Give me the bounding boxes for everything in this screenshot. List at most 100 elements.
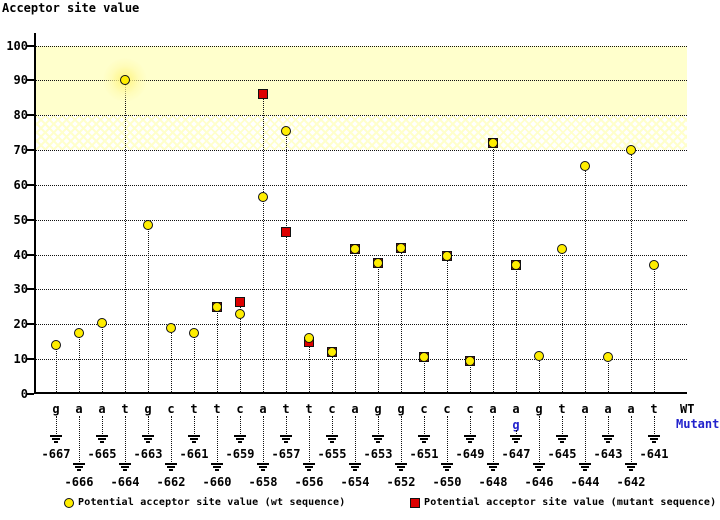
point-stem — [240, 302, 241, 394]
wt-point — [235, 309, 245, 319]
mutant-row-label: Mutant — [676, 417, 720, 431]
wt-point — [327, 347, 337, 357]
red-square-icon — [410, 498, 420, 508]
wt-point — [649, 260, 659, 270]
position-stem — [56, 416, 57, 434]
x-base-letter: c — [443, 402, 451, 416]
position-label: -644 — [570, 475, 600, 489]
x-base-letter: c — [236, 402, 244, 416]
x-base-letter: t — [282, 402, 290, 416]
y-gridline — [36, 220, 687, 221]
point-stem — [332, 352, 333, 394]
y-tick-label: 90 — [13, 73, 28, 87]
position-stem — [585, 416, 586, 462]
x-base-letter: t — [650, 402, 658, 416]
wt-point — [304, 333, 314, 343]
position-arrow-icon — [96, 435, 108, 444]
y-tick-label: 30 — [13, 282, 28, 296]
wt-point — [373, 258, 383, 268]
point-stem — [355, 249, 356, 394]
position-label: -643 — [593, 447, 623, 461]
y-tick-mark — [26, 288, 34, 290]
wt-point — [51, 340, 61, 350]
position-arrow-icon — [556, 435, 568, 444]
x-base-letter: t — [305, 402, 313, 416]
x-base-letter: a — [604, 402, 612, 416]
point-stem — [401, 248, 402, 394]
y-tick-mark — [26, 45, 34, 47]
legend: Potential acceptor site value (wt sequen… — [0, 494, 720, 514]
position-stem — [470, 416, 471, 434]
point-stem — [194, 333, 195, 394]
position-stem — [631, 416, 632, 462]
wt-point — [350, 244, 360, 254]
position-arrow-icon — [326, 435, 338, 444]
point-stem — [493, 143, 494, 394]
position-arrow-icon — [188, 435, 200, 444]
position-label: -649 — [455, 447, 485, 461]
position-arrow-icon — [395, 463, 407, 472]
position-stem — [171, 416, 172, 462]
position-arrow-icon — [211, 463, 223, 472]
point-stem — [654, 265, 655, 394]
y-gridline — [36, 185, 687, 186]
wt-point — [258, 192, 268, 202]
x-base-letter: a — [627, 402, 635, 416]
position-stem — [79, 416, 80, 462]
wt-point — [580, 161, 590, 171]
position-arrow-icon — [372, 435, 384, 444]
position-label: -658 — [248, 475, 278, 489]
point-stem — [171, 328, 172, 394]
y-tick-label: 80 — [13, 108, 28, 122]
wt-point — [120, 75, 130, 85]
x-base-letter: a — [98, 402, 106, 416]
point-stem — [102, 323, 103, 394]
x-base-letter: g — [52, 402, 60, 416]
position-label: -653 — [363, 447, 393, 461]
y-gridline — [36, 115, 687, 116]
position-stem — [608, 416, 609, 434]
position-label: -654 — [340, 475, 370, 489]
position-arrow-icon — [510, 435, 522, 444]
position-stem — [194, 416, 195, 434]
position-label: -662 — [156, 475, 186, 489]
mutant-point — [258, 89, 268, 99]
position-label: -652 — [386, 475, 416, 489]
position-label: -661 — [179, 447, 209, 461]
position-stem — [286, 416, 287, 434]
position-arrow-icon — [418, 435, 430, 444]
legend-wt-label: Potential acceptor site value (wt sequen… — [78, 497, 346, 508]
x-base-letter: t — [558, 402, 566, 416]
wt-point — [143, 220, 153, 230]
position-stem — [424, 416, 425, 434]
x-base-letter: a — [489, 402, 497, 416]
x-base-letter: c — [328, 402, 336, 416]
position-label: -655 — [317, 447, 347, 461]
position-arrow-icon — [648, 435, 660, 444]
wt-point — [511, 260, 521, 270]
position-label: -660 — [202, 475, 232, 489]
y-tick-mark — [26, 393, 34, 395]
position-arrow-icon — [280, 435, 292, 444]
position-label: -665 — [87, 447, 117, 461]
wt-point — [97, 318, 107, 328]
wt-point — [488, 138, 498, 148]
y-tick-mark — [26, 184, 34, 186]
y-tick-mark — [26, 149, 34, 151]
y-tick-mark — [26, 358, 34, 360]
wt-point — [465, 356, 475, 366]
point-stem — [585, 166, 586, 394]
y-tick-mark — [26, 323, 34, 325]
wt-point — [534, 351, 544, 361]
position-label: -642 — [616, 475, 646, 489]
y-tick-label: 0 — [20, 387, 28, 401]
position-label: -656 — [294, 475, 324, 489]
position-stem — [447, 416, 448, 462]
point-stem — [263, 94, 264, 394]
highlight-band-hatch — [36, 115, 687, 150]
x-base-letter: g — [144, 402, 152, 416]
x-base-letter: g — [374, 402, 382, 416]
y-gridline — [36, 359, 687, 360]
position-stem — [654, 416, 655, 434]
